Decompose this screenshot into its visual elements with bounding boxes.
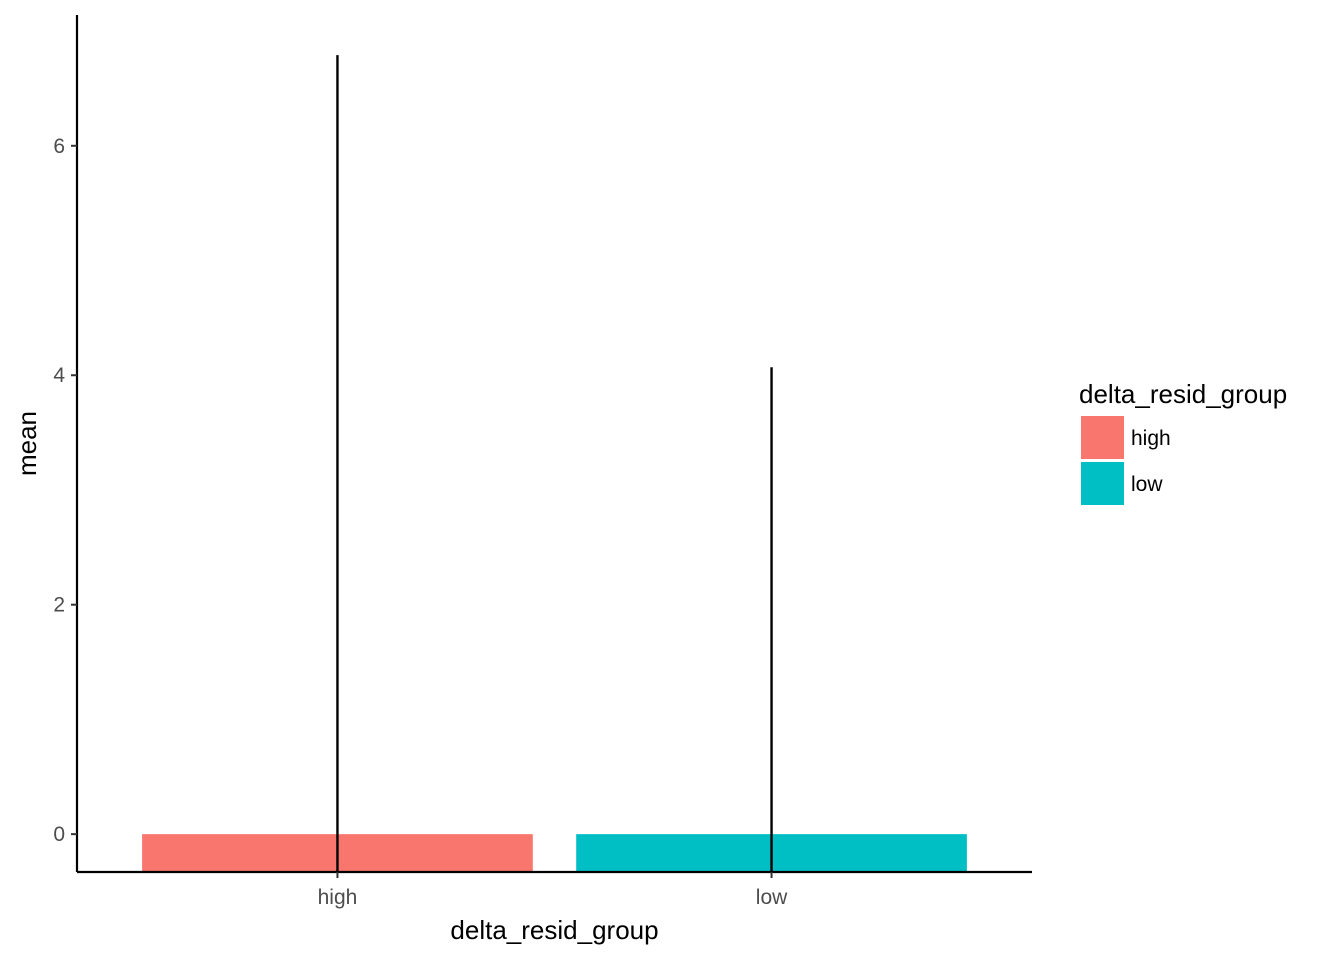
legend-title: delta_resid_group <box>1079 379 1287 409</box>
legend-label-low: low <box>1131 473 1163 496</box>
y-tick-label-0: 0 <box>53 823 65 846</box>
y-tick-label-4: 4 <box>53 364 65 387</box>
y-axis-title: mean <box>12 411 42 476</box>
y-tick-label-6: 6 <box>53 135 65 158</box>
x-tick-label-low: low <box>756 886 788 909</box>
legend-key-high <box>1081 416 1124 459</box>
legend-key-low <box>1081 462 1124 505</box>
legend: delta_resid_group high low <box>1079 379 1287 505</box>
x-tick-label-high: high <box>318 886 358 909</box>
y-axis: 0 2 4 6 <box>53 15 79 872</box>
plot-area <box>142 55 967 872</box>
y-tick-label-2: 2 <box>53 594 65 617</box>
legend-label-high: high <box>1131 427 1171 450</box>
x-axis-title: delta_resid_group <box>450 915 658 945</box>
x-axis: high low <box>77 870 1032 909</box>
